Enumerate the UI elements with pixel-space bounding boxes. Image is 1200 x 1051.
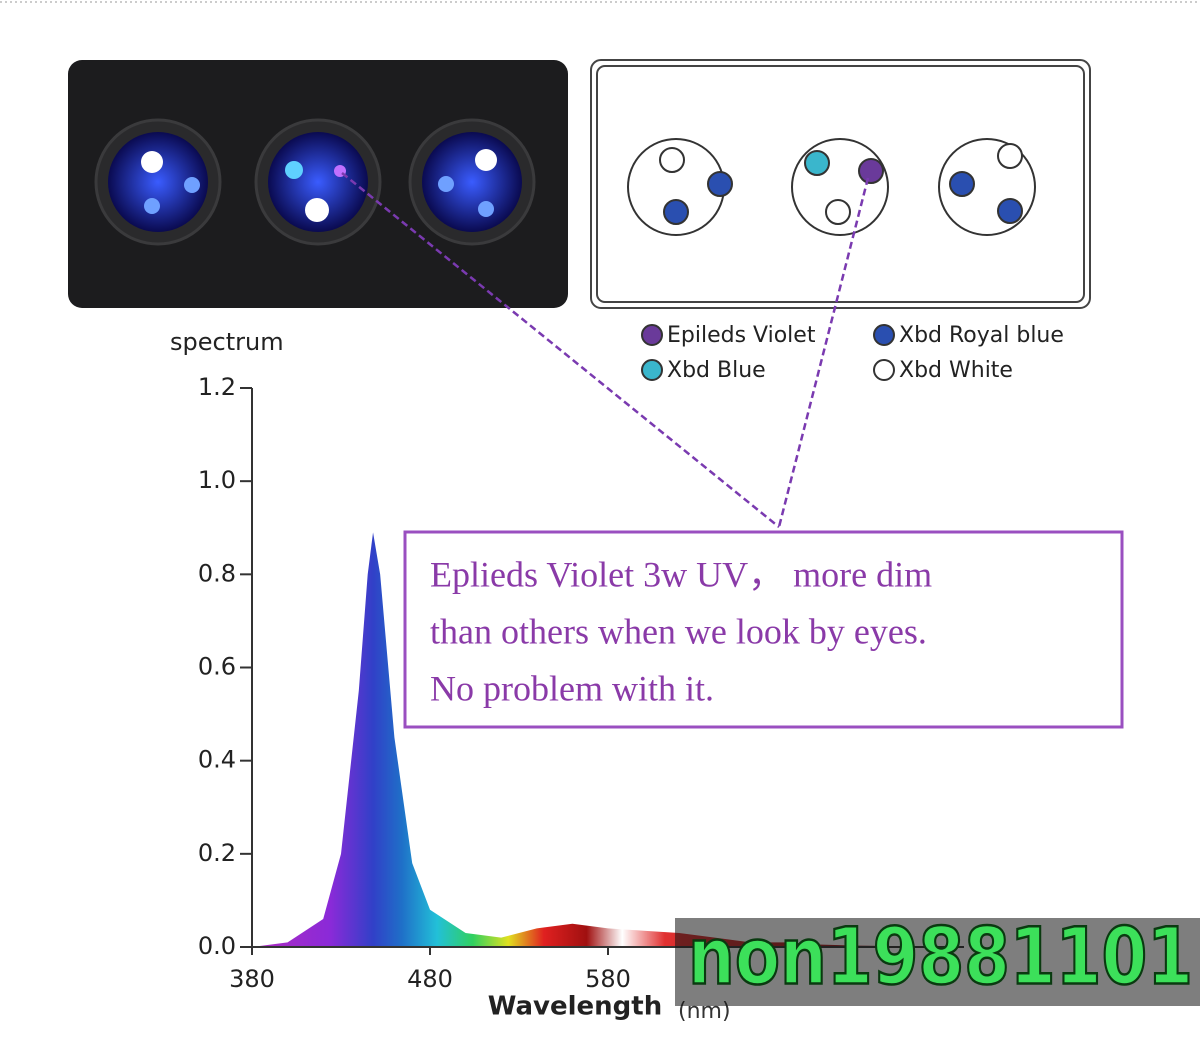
watermark: non19881101: [688, 912, 1193, 1002]
legend-swatch: [641, 359, 663, 381]
spectrum-area: [252, 532, 964, 947]
y-tick-label: 0.4: [198, 746, 236, 774]
legend-label: Xbd Royal blue: [899, 323, 1064, 348]
y-tick-label: 1.0: [198, 466, 236, 494]
y-tick-label: 0.2: [198, 839, 236, 867]
y-tick-label: 1.2: [198, 373, 236, 401]
y-tick-label: 0.8: [198, 559, 236, 587]
diagram-leds: [627, 138, 1036, 236]
legend-label: Xbd Blue: [667, 358, 766, 383]
annotation-text: than others when we look by eyes.: [430, 611, 927, 651]
watermark-bg: [675, 918, 1200, 1006]
legend-swatch: [641, 324, 663, 346]
y-tick-label: 0.6: [198, 653, 236, 681]
callout-lines: [341, 172, 870, 528]
y-axis-label: spectrum: [170, 328, 284, 356]
annotation-text: No problem with it.: [430, 668, 714, 708]
legend-label: Xbd White: [899, 358, 1013, 383]
x-axis-label: Wavelength: [488, 992, 662, 1022]
led-group: [94, 118, 536, 246]
annotation-text: Eplieds Violet 3w UV， more dim: [430, 554, 932, 594]
legend-swatch: [873, 324, 895, 346]
legend-swatch: [873, 359, 895, 381]
x-tick-label: 580: [585, 965, 631, 993]
legend-label: Epileds Violet: [667, 323, 816, 348]
x-tick-label: 380: [229, 965, 275, 993]
y-tick-label: 0.0: [198, 932, 236, 960]
annotation-box: [403, 530, 1124, 729]
x-tick-label: 480: [407, 965, 453, 993]
